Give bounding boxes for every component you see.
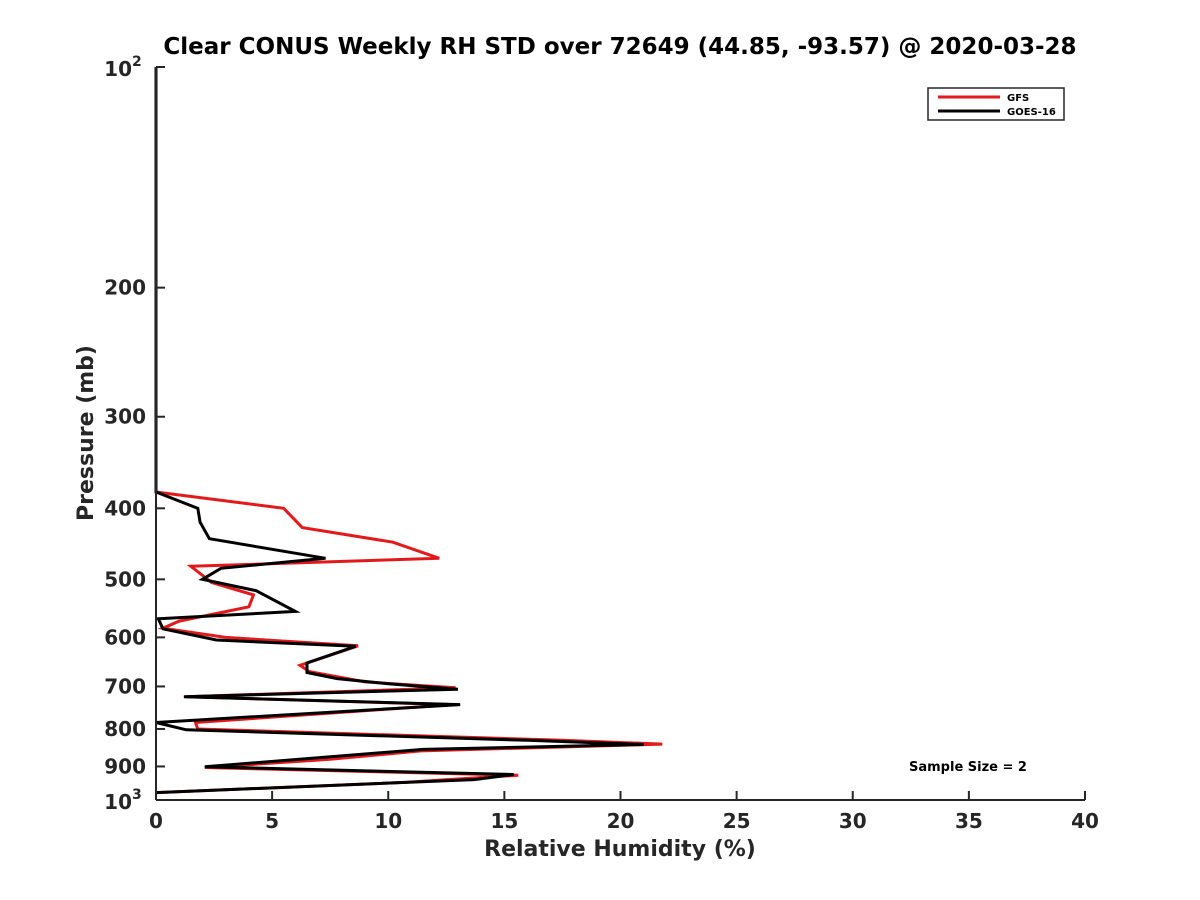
y-tick-label: 500 (104, 567, 146, 591)
plot-area: 0 5 10 15 20 25 30 35 40 10 220030040050060070080… (104, 54, 1099, 833)
x-axis-ticks: 0 5 10 15 20 25 30 35 40 (149, 791, 1099, 833)
y-tick-exponent: 3 (132, 787, 142, 803)
x-tick-label: 0 (149, 809, 163, 833)
legend-label: GFS (1007, 93, 1029, 104)
legend: GFS GOES-16 (927, 87, 1065, 121)
series-line-goes-16 (154, 67, 644, 795)
sample-size-annotation: Sample Size = 2 (909, 760, 1027, 775)
x-axis-label: Relative Humidity (%) (484, 837, 756, 862)
y-tick-label: 10 (104, 790, 132, 814)
y-axis-label: Pressure (mb) (74, 345, 99, 521)
y-tick-label: 400 (104, 496, 146, 520)
x-tick-label: 35 (955, 809, 983, 833)
y-tick-exponent: 2 (132, 54, 142, 70)
y-tick-label: 10 (104, 57, 132, 81)
x-tick-label: 40 (1071, 809, 1099, 833)
y-tick-label: 200 (104, 276, 146, 300)
legend-entries: GFS GOES-16 (938, 93, 1056, 118)
legend-label: GOES-16 (1007, 107, 1056, 118)
x-tick-label: 5 (265, 809, 279, 833)
series-layer (154, 67, 663, 795)
y-tick-label: 800 (104, 717, 146, 741)
x-tick-label: 25 (723, 809, 751, 833)
x-tick-label: 10 (374, 809, 402, 833)
legend-box (927, 87, 1065, 121)
y-tick-label: 700 (104, 674, 146, 698)
y-tick-label: 600 (104, 625, 146, 649)
y-tick-label: 900 (104, 754, 146, 778)
x-tick-label: 15 (490, 809, 518, 833)
y-tick-label: 300 (104, 405, 146, 429)
x-tick-label: 30 (839, 809, 867, 833)
axes-background (156, 67, 1085, 800)
chart-title: Clear CONUS Weekly RH STD over 72649 (44… (163, 34, 1076, 60)
x-tick-label: 20 (607, 809, 635, 833)
